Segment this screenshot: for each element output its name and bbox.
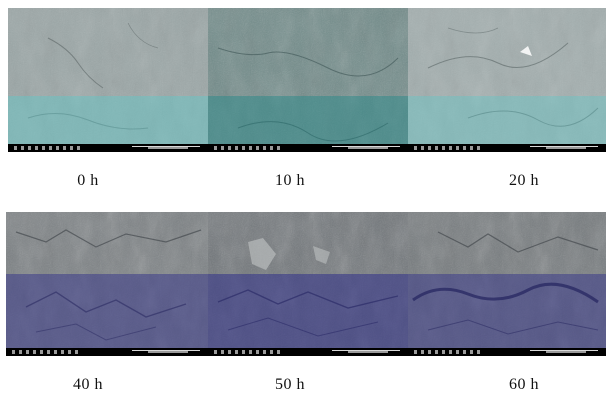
- sem-info-bar: [408, 144, 606, 152]
- sem-panel-0h: [8, 8, 208, 152]
- sem-panel-10h: [208, 8, 408, 152]
- sem-info-bar: [208, 144, 408, 152]
- sem-info-bar: [208, 348, 408, 356]
- sem-panel-40h: [6, 212, 208, 356]
- panel-caption: 10 h: [275, 172, 305, 189]
- sem-panel-60h: [408, 212, 606, 356]
- sem-panel-20h: [408, 8, 606, 152]
- panel-caption: 60 h: [509, 376, 539, 393]
- sem-panel-50h: [208, 212, 408, 356]
- panel-caption: 50 h: [275, 376, 305, 393]
- sem-info-bar: [8, 144, 208, 152]
- panel-caption: 20 h: [509, 172, 539, 189]
- panel-caption: 40 h: [73, 376, 103, 393]
- sem-info-bar: [6, 348, 208, 356]
- sem-info-bar: [408, 348, 606, 356]
- panel-caption: 0 h: [77, 172, 99, 189]
